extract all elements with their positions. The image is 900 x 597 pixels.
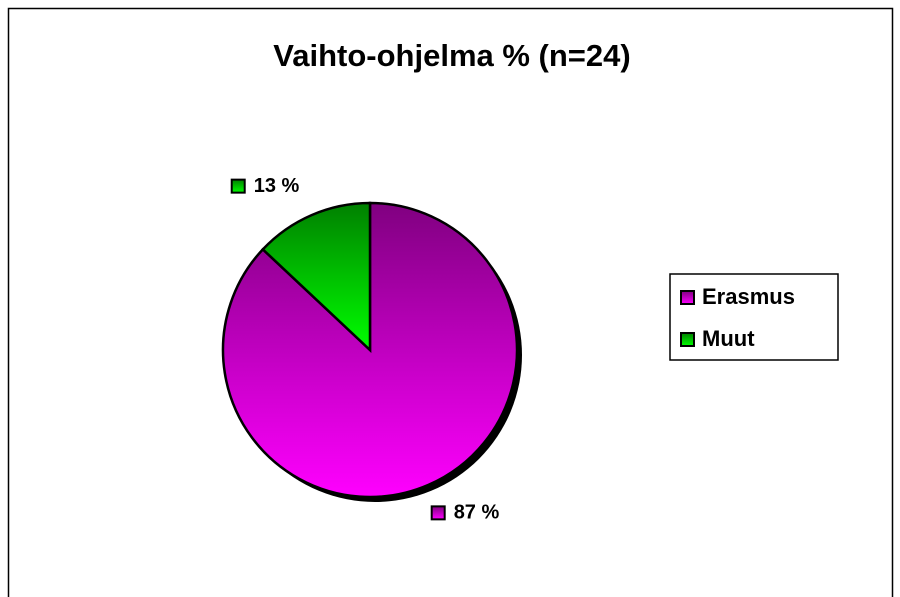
legend-box [669,273,839,361]
legend-key [680,332,695,347]
pie-slice [261,201,372,353]
data-label-key [230,178,246,194]
data-label: 87 % [454,502,500,524]
chart-title: Vaihto-ohjelma % (n=24) [273,38,630,73]
legend-label: Erasmus [702,284,795,309]
legend-key [680,290,695,305]
legend-label: Muut [702,326,755,351]
data-label: 13 % [254,175,300,197]
data-label-key [430,505,446,521]
chart-frame [7,7,894,597]
